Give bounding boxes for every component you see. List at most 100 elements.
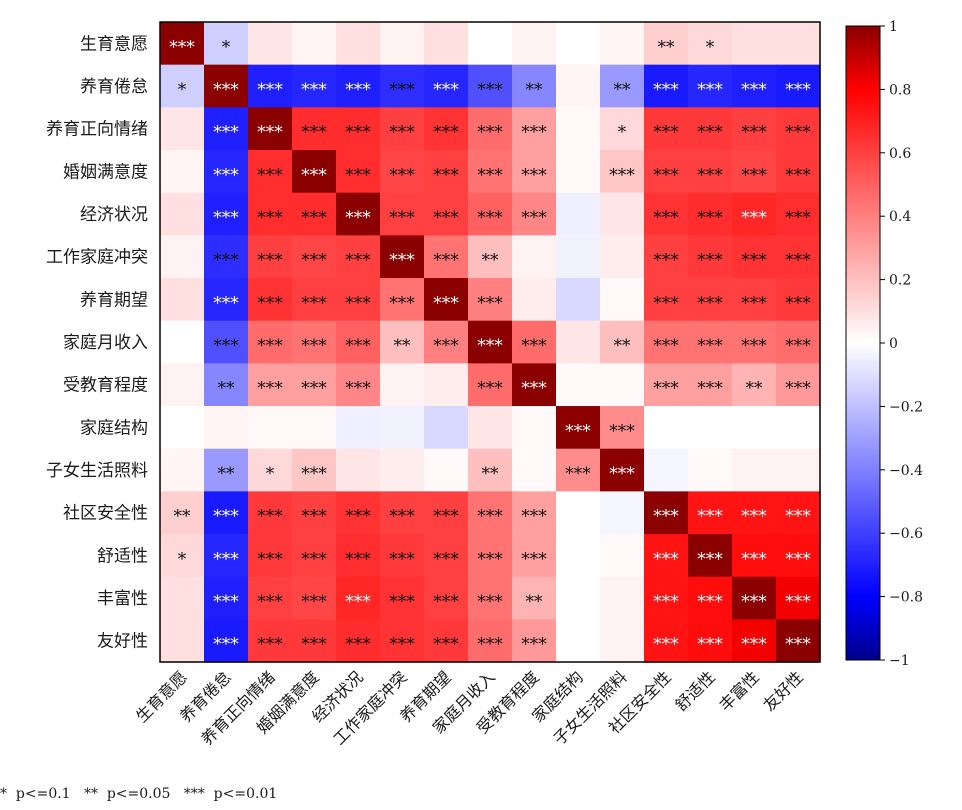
heatmap-cell <box>380 64 425 108</box>
significance-mark: *** <box>521 208 547 228</box>
heatmap-cell <box>776 619 821 663</box>
heatmap-cell <box>424 619 469 663</box>
significance-mark: *** <box>433 165 459 185</box>
heatmap-cell <box>468 235 513 279</box>
heatmap-cell <box>556 150 601 194</box>
heatmap-cell <box>336 491 381 535</box>
significance-mark: *** <box>521 165 547 185</box>
row-labels: 生育意愿养育倦怠养育正向情绪婚姻满意度经济状况工作家庭冲突养育期望家庭月收入受教… <box>46 34 148 651</box>
heatmap-cell <box>644 491 689 535</box>
significance-mark: *** <box>653 592 679 612</box>
heatmap-cell <box>688 491 733 535</box>
significance-mark: *** <box>213 549 239 569</box>
heatmap-cell <box>732 534 777 578</box>
significance-mark: *** <box>433 80 459 100</box>
heatmap-cell <box>248 192 293 236</box>
row-label: 生育意愿 <box>80 34 148 54</box>
heatmap-cell <box>688 64 733 108</box>
significance-mark: *** <box>301 293 327 313</box>
significance-mark: *** <box>345 549 371 569</box>
significance-mark: *** <box>345 592 371 612</box>
heatmap-cell <box>776 192 821 236</box>
significance-mark: *** <box>389 549 415 569</box>
significance-mark: *** <box>433 549 459 569</box>
heatmap-cell <box>556 22 601 66</box>
significance-mark: *** <box>345 165 371 185</box>
heatmap-cell <box>688 150 733 194</box>
heatmap-frame <box>159 21 821 663</box>
heatmap-cell <box>644 363 689 407</box>
significance-mark: *** <box>345 379 371 399</box>
heatmap-cell <box>336 576 381 620</box>
heatmap-cell <box>160 619 205 663</box>
heatmap-cell <box>292 448 337 492</box>
significance-mark: *** <box>301 123 327 143</box>
heatmap-cell <box>732 22 777 66</box>
row-label: 婚姻满意度 <box>63 162 148 182</box>
row-label: 养育正向情绪 <box>46 120 148 140</box>
heatmap-cell <box>248 363 293 407</box>
heatmap-cell <box>644 235 689 279</box>
heatmap-cell <box>600 320 645 364</box>
heatmap-cell <box>380 150 425 194</box>
heatmap-cell <box>336 64 381 108</box>
significance-mark: *** <box>433 336 459 356</box>
significance-mark: *** <box>697 123 723 143</box>
heatmap-cell <box>644 150 689 194</box>
heatmap-cell <box>424 150 469 194</box>
column-label: 丰富性 <box>715 667 762 714</box>
heatmap-cell <box>688 534 733 578</box>
heatmap-cell <box>688 320 733 364</box>
significance-mark: *** <box>301 208 327 228</box>
heatmap-cell <box>248 406 293 450</box>
heatmap-cell <box>512 619 557 663</box>
heatmap-cell <box>204 448 249 492</box>
heatmap-cell <box>204 192 249 236</box>
heatmap-cell <box>424 107 469 151</box>
heatmap-cell <box>248 107 293 151</box>
significance-mark: *** <box>477 208 503 228</box>
significance-mark: *** <box>213 635 239 655</box>
significance-mark: * <box>618 123 627 143</box>
heatmap-cell <box>160 491 205 535</box>
heatmap-cell <box>688 363 733 407</box>
significance-mark: *** <box>213 80 239 100</box>
heatmap-cell <box>644 278 689 322</box>
row-label: 经济状况 <box>80 205 148 225</box>
significance-mark: *** <box>389 635 415 655</box>
heatmap-cell <box>556 192 601 236</box>
heatmap-cell <box>556 363 601 407</box>
heatmap-cell <box>732 576 777 620</box>
significance-mark: *** <box>345 123 371 143</box>
significance-mark: *** <box>785 208 811 228</box>
heatmap-cell <box>512 64 557 108</box>
significance-mark: *** <box>213 336 239 356</box>
heatmap-cell <box>160 448 205 492</box>
heatmap-cell <box>292 235 337 279</box>
significance-mark: *** <box>697 80 723 100</box>
heatmap-cell <box>424 576 469 620</box>
heatmap-cell <box>732 107 777 151</box>
heatmap-cell <box>248 576 293 620</box>
heatmap-cell <box>292 491 337 535</box>
significance-mark: * <box>178 549 187 569</box>
significance-mark: *** <box>433 251 459 271</box>
heatmap-cell <box>204 107 249 151</box>
significance-mark: *** <box>389 165 415 185</box>
significance-mark: *** <box>257 293 283 313</box>
significance-mark: *** <box>521 123 547 143</box>
significance-mark: *** <box>741 336 767 356</box>
significance-mark: *** <box>521 549 547 569</box>
significance-mark: *** <box>741 635 767 655</box>
heatmap-cell <box>380 534 425 578</box>
heatmap-cell <box>468 150 513 194</box>
heatmap-cell <box>600 406 645 450</box>
heatmap-cell <box>292 363 337 407</box>
significance-mark: *** <box>433 592 459 612</box>
significance-mark: *** <box>433 507 459 527</box>
heatmap-cell <box>424 64 469 108</box>
significance-mark: *** <box>345 208 371 228</box>
correlation-heatmap: *** * ** ** *** *** *** *** *** *** *** ** ** *** *** *… <box>46 19 923 749</box>
heatmap-cell <box>468 320 513 364</box>
heatmap-cell <box>688 576 733 620</box>
